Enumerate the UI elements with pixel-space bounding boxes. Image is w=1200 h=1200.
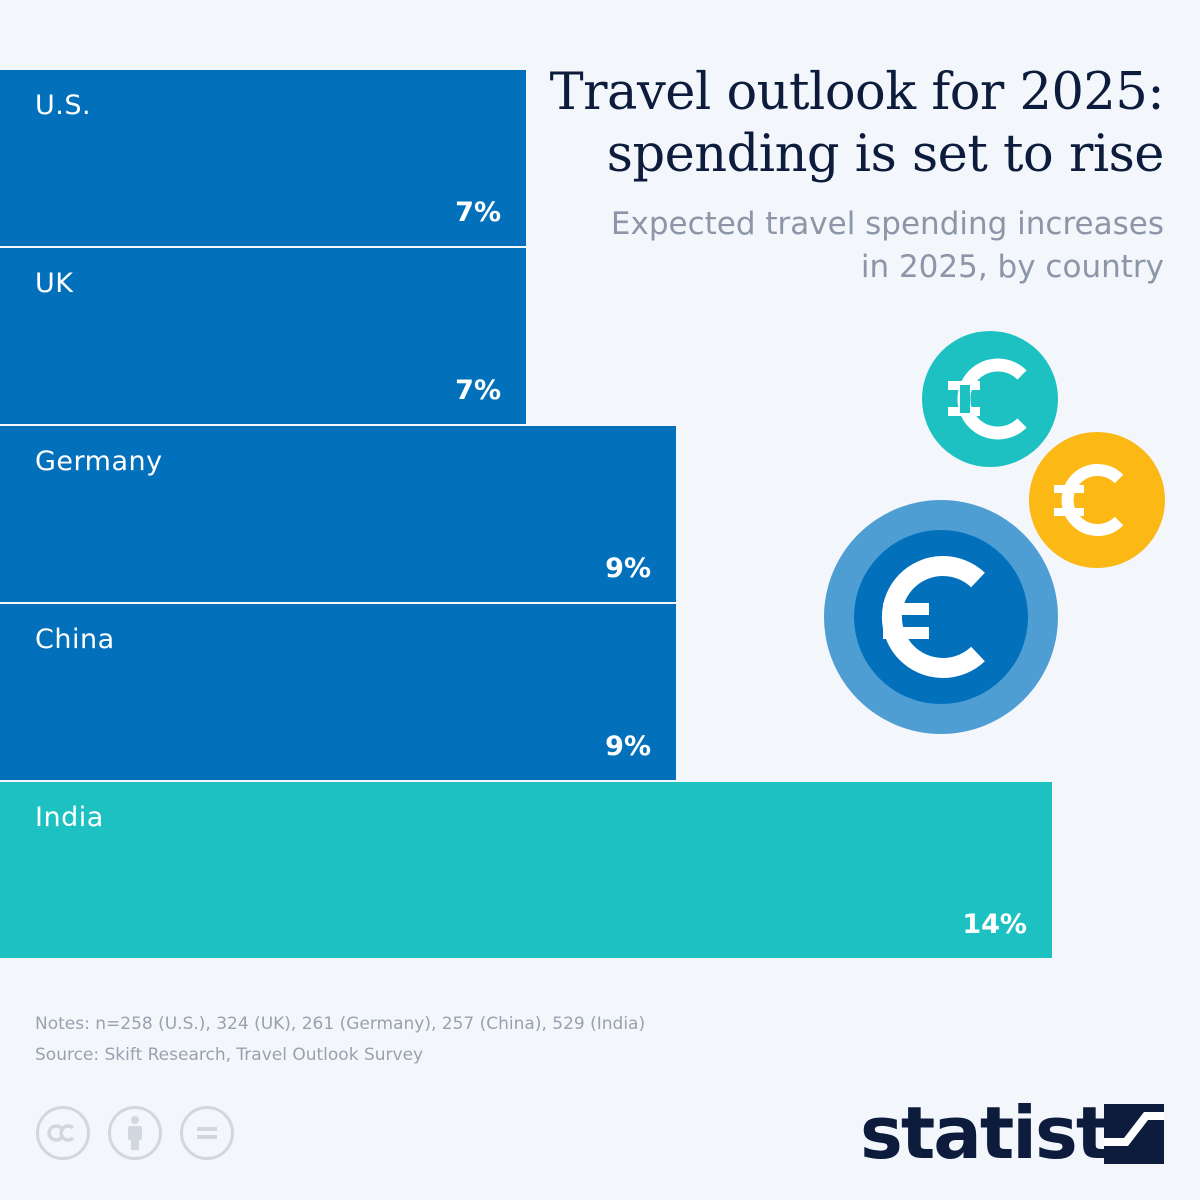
euro-coin-teal-icon [922,331,1058,467]
chart-title: Travel outlook for 2025: spending is set… [549,63,1165,184]
bar-china: China 9% [0,604,676,780]
euro-coin-blue-icon [824,500,1058,734]
statista-logo-icon [1104,1104,1164,1164]
bar-category-label: Germany [35,446,163,477]
bar-india: India 14% [0,782,1052,958]
bar-chart: U.S. 7% UK 7% Germany 9% China 9% India 14% [0,70,1200,960]
bar-value-label: 9% [605,731,651,762]
bar-germany: Germany 9% [0,426,676,602]
source-text: Source: Skift Research, Travel Outlook S… [35,1045,424,1065]
bar-uk: UK 7% [0,248,526,424]
bar-value-label: 14% [962,909,1027,940]
bar-value-label: 7% [455,197,501,228]
bar-category-label: UK [35,268,74,299]
chart-subtitle: Expected travel spending increases in 20… [610,206,1164,285]
notes-text: Notes: n=258 (U.S.), 324 (UK), 261 (Germ… [35,1014,646,1034]
bar-value-label: 7% [455,375,501,406]
cc-icon[interactable] [36,1106,90,1160]
coins-illustration [824,331,1165,734]
bar-category-label: India [35,802,104,833]
attribution-icon[interactable] [108,1106,162,1160]
euro-coin-yellow-icon [1029,432,1165,568]
bar-category-label: U.S. [35,90,92,121]
bar-value-label: 9% [605,553,651,584]
bar-u-s: U.S. 7% [0,70,526,246]
no-derivatives-icon[interactable] [180,1106,234,1160]
bar-category-label: China [35,624,115,655]
